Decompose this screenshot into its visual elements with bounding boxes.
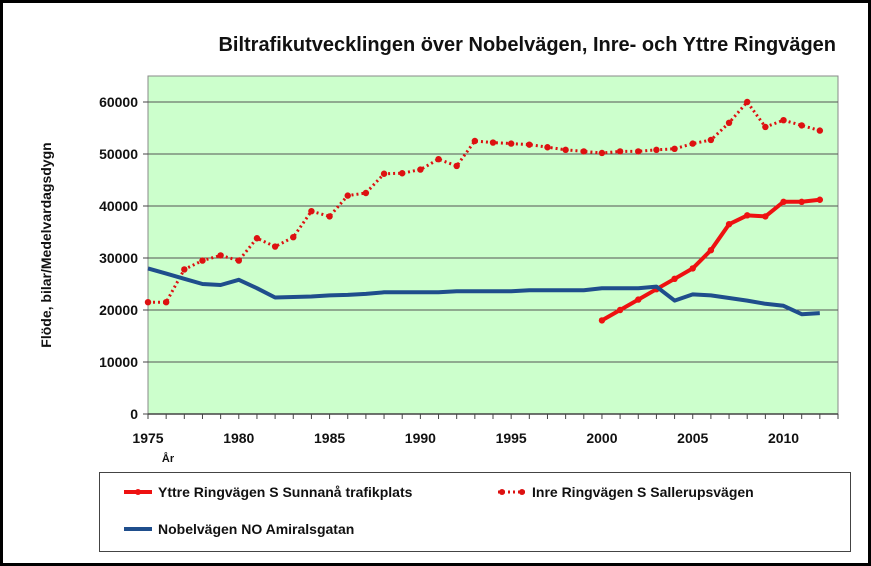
data-point [362,189,370,197]
data-point [199,257,206,264]
y-tick-label: 40000 [99,198,138,214]
data-point [562,146,569,154]
series-lines [144,98,824,324]
data-point [399,170,406,177]
x-tick-label: 2000 [586,430,617,446]
data-point [762,213,769,220]
x-tick-label: 2005 [677,430,708,446]
data-point [217,252,224,259]
legend-label: Yttre Ringvägen S Sunnanå trafikplats [158,484,413,500]
data-point [344,192,351,199]
data-point [616,306,624,314]
data-point [580,148,587,155]
x-tick-label: 1985 [314,430,345,446]
data-point [689,265,696,272]
legend: Yttre Ringvägen S Sunnanå trafikplats In… [99,472,851,552]
plot-area [147,75,839,415]
data-point [598,149,606,157]
data-point [380,170,388,177]
data-point [816,127,824,134]
legend-line-dotted-red-icon [498,489,526,495]
data-point [725,221,733,228]
data-point [326,213,333,220]
data-point [507,140,515,147]
data-point [181,266,188,273]
data-point [816,196,824,203]
data-point [526,141,533,148]
y-tick-label: 60000 [99,94,138,110]
data-point [689,140,696,147]
data-point [635,296,642,303]
legend-item-nobel: Nobelvägen NO Amiralsgatan [124,521,354,537]
data-point [290,234,297,241]
data-point [780,198,787,206]
data-point [798,198,805,206]
y-tick-label: 0 [130,406,138,422]
y-tick-label: 10000 [99,354,138,370]
data-point [471,137,479,145]
data-point [308,208,315,215]
data-point [271,243,279,250]
data-point [417,166,424,173]
series-line-2 [147,266,820,317]
grid-lines [148,101,838,363]
axes: 0 10000 20000 30000 40000 50000 60000 1975 1980 1… [99,94,839,446]
x-tick-label: 1990 [405,430,436,446]
data-point [235,257,242,264]
data-point [253,235,261,242]
data-point [544,144,551,151]
x-tick-label: 2010 [768,430,799,446]
legend-label: Nobelvägen NO Amiralsgatan [158,521,355,537]
data-point [162,299,170,306]
data-point [653,146,660,154]
data-point [725,119,733,127]
data-point [744,212,751,219]
data-point [671,275,678,282]
x-tick-label: 1995 [496,430,527,446]
x-tick-label: 1980 [223,430,254,446]
x-tick-label: 1975 [132,430,163,446]
legend-line-solid-blue-icon [124,527,152,531]
y-tick-label: 50000 [99,146,138,162]
data-point [635,148,642,155]
data-point [707,247,715,254]
legend-item-yttre: Yttre Ringvägen S Sunnanå trafikplats [124,484,412,500]
data-point [144,299,152,306]
x-axis-label: År [162,452,175,465]
data-point [744,98,751,106]
y-tick-label: 30000 [99,250,138,266]
data-point [453,162,460,170]
legend-label: Inre Ringvägen S Sallerupsvägen [532,484,754,500]
data-point [707,136,715,144]
data-point [762,123,769,131]
chart-title: Biltrafikutvecklingen över Nobelvägen, I… [218,34,836,56]
legend-item-inre: Inre Ringvägen S Sallerupsvägen [498,484,754,500]
series-line-1 [148,100,821,304]
legend-line-solid-red-icon [124,489,152,495]
data-point [598,317,606,324]
data-point [780,117,787,124]
data-point [435,156,442,163]
data-point [616,148,624,155]
data-point [798,122,805,129]
y-tick-label: 20000 [99,302,138,318]
data-point [671,145,678,152]
data-point [489,139,497,146]
y-axis-label: Flöde, bilar/Medelvardagsdygn [38,142,54,347]
